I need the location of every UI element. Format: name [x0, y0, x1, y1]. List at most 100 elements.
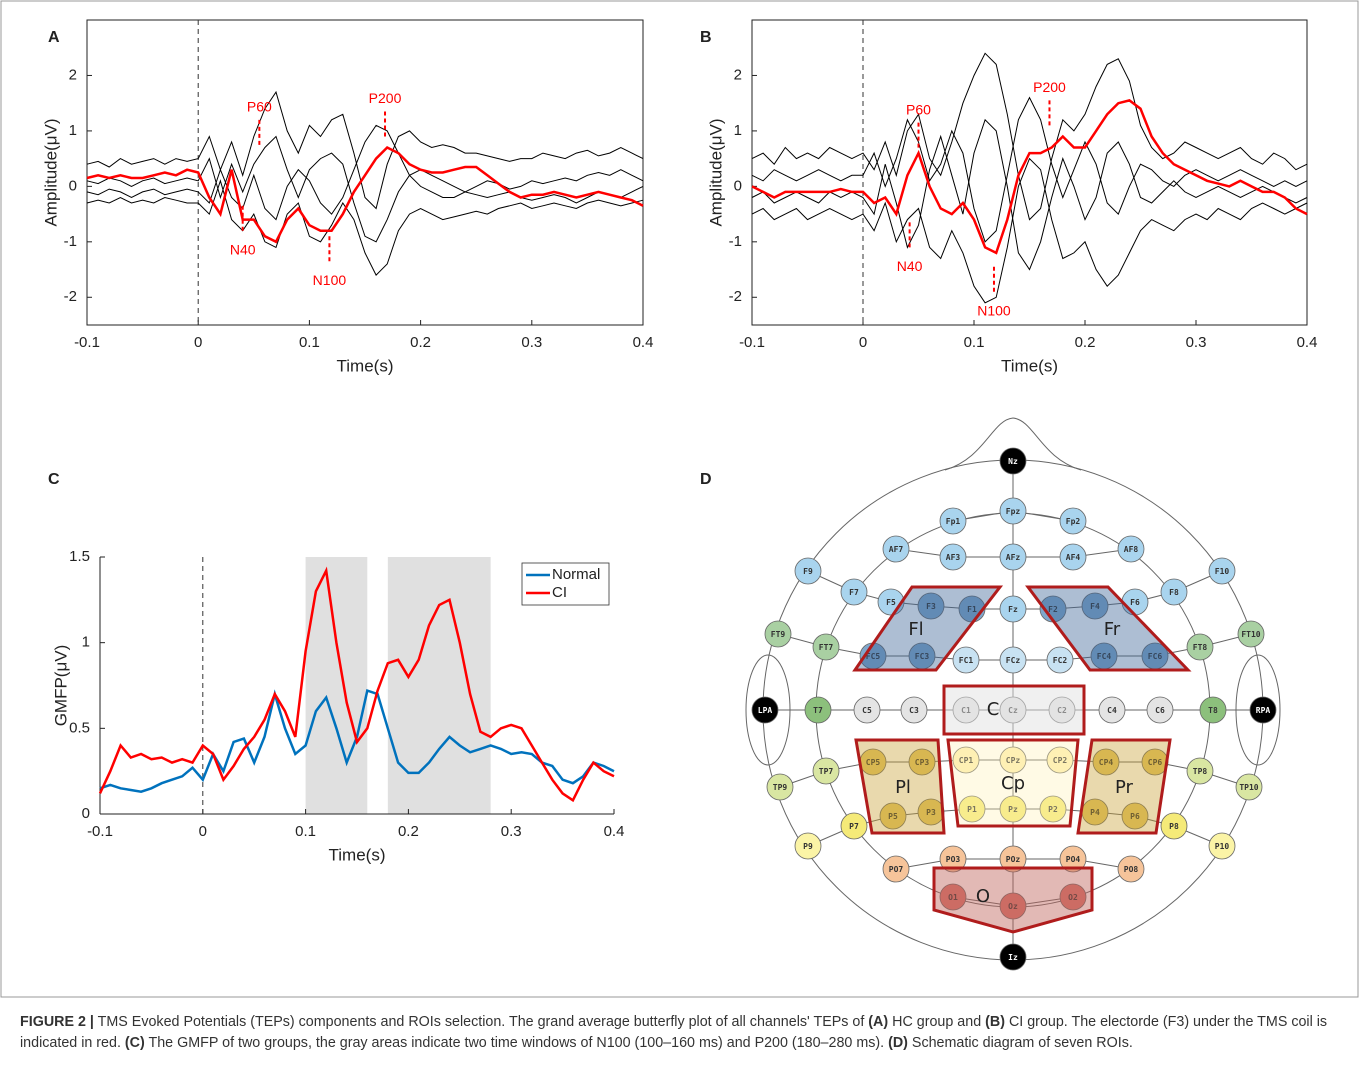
- electrode: [853, 696, 881, 724]
- roi-region: [946, 738, 1080, 828]
- electrode: [952, 746, 980, 774]
- electrode-label: FT7: [819, 643, 834, 652]
- electrode-label: FC3: [915, 652, 930, 661]
- electrode-label: P7: [849, 822, 859, 831]
- y-tick-label: 1: [734, 122, 742, 139]
- electrode: [1146, 696, 1174, 724]
- electrode-label: CP2: [1053, 756, 1068, 765]
- electrode-label: TP7: [819, 767, 834, 776]
- x-tick-label: 0.2: [1075, 334, 1096, 351]
- electrode: [958, 795, 986, 823]
- x-tick-label: 0.4: [633, 334, 654, 351]
- electrode-label: TP10: [1239, 783, 1258, 792]
- electrode: [1059, 845, 1087, 873]
- electrode-label: PO8: [1124, 865, 1139, 874]
- electrode-label: P5: [888, 812, 898, 821]
- electrode: [1046, 646, 1074, 674]
- y-tick-label: 2: [69, 66, 77, 83]
- electrode: [1046, 746, 1074, 774]
- channel-trace: [751, 52, 1308, 221]
- electrode: [999, 447, 1027, 475]
- electrode: [840, 578, 868, 606]
- x-tick-label: 0: [194, 334, 202, 351]
- caption-text: Schematic diagram of seven ROIs.: [907, 1035, 1133, 1051]
- figure: A-0.1 0 0.1 0.2 0.3 0.4-2-1012Time(s)Amplitud…: [0, 0, 1359, 998]
- electrode: [1160, 812, 1188, 840]
- electrode-label: C5: [862, 706, 872, 715]
- electrode-label: P9: [803, 842, 813, 851]
- electrode-label: F8: [1169, 588, 1179, 597]
- electrode: [999, 943, 1027, 971]
- electrode: [1208, 557, 1236, 585]
- electrode-label: TP8: [1193, 767, 1208, 776]
- channel-trace: [751, 96, 1308, 243]
- electrode-label: P4: [1090, 808, 1100, 817]
- electrode-label: F1: [967, 605, 977, 614]
- electrode-label: FC2: [1053, 656, 1068, 665]
- roi-label: Fl: [908, 619, 923, 640]
- electrode-label: C4: [1107, 706, 1117, 715]
- roi-region: [932, 866, 1094, 934]
- figure-frame: [0, 0, 1359, 998]
- y-tick-label: 1.5: [69, 548, 90, 565]
- x-axis-label: Time(s): [329, 845, 386, 864]
- electrode: [999, 646, 1027, 674]
- electrode-label: FCz: [1006, 656, 1021, 665]
- time-window: [387, 557, 491, 814]
- roi-label: Pl: [895, 777, 911, 798]
- electrode-label: FT9: [771, 630, 786, 639]
- x-tick-label: -0.1: [87, 823, 113, 840]
- electrode-label: Fpz: [1006, 507, 1021, 516]
- electrode-label: C3: [909, 706, 919, 715]
- electrode-label: C6: [1155, 706, 1165, 715]
- electrode-label: TP9: [773, 783, 788, 792]
- electrode-label: Oz: [1008, 902, 1018, 911]
- electrode: [1059, 543, 1087, 571]
- plot-frame: [86, 19, 644, 326]
- electrode: [882, 535, 910, 563]
- electrode: [900, 696, 928, 724]
- electrode-label: F10: [1215, 567, 1230, 576]
- channel-trace: [751, 157, 1308, 304]
- channel-trace: [86, 179, 644, 276]
- electrode: [804, 696, 832, 724]
- panel-letter: C: [48, 471, 60, 488]
- electrode-label: T8: [1208, 706, 1218, 715]
- panel-letter: B: [700, 29, 712, 46]
- time-window: [305, 557, 368, 814]
- roi-label: C: [987, 699, 1000, 720]
- electrode: [1249, 696, 1277, 724]
- annotation-label: N100: [313, 272, 347, 288]
- series-line: [99, 688, 615, 793]
- annotation-label: N40: [230, 241, 256, 257]
- electrode: [939, 845, 967, 873]
- roi-label: Fr: [1104, 619, 1121, 640]
- electrode-label: FC4: [1097, 652, 1112, 661]
- y-axis-label: Amplitude(μV): [41, 118, 60, 226]
- roi-region: [1076, 738, 1172, 835]
- electrode: [908, 748, 936, 776]
- electrode-label: POz: [1006, 855, 1021, 864]
- electrode-label: CP1: [959, 756, 974, 765]
- caption-text: (C): [124, 1035, 145, 1051]
- electrode-label: AF7: [889, 545, 904, 554]
- y-tick-label: -2: [729, 288, 742, 305]
- electrode: [1186, 757, 1214, 785]
- annotation-label: P60: [247, 99, 272, 115]
- electrode: [1098, 696, 1126, 724]
- electrode-label: AFz: [1006, 553, 1021, 562]
- electrode-label: FT8: [1193, 643, 1208, 652]
- electrode: [1186, 633, 1214, 661]
- electrode-label: CP5: [866, 758, 881, 767]
- electrode-label: Nz: [1008, 457, 1018, 466]
- electrode: [999, 795, 1027, 823]
- annotation-label: P60: [906, 101, 931, 117]
- x-tick-label: 0.1: [299, 334, 320, 351]
- caption-text: TMS Evoked Potentials (TEPs) components …: [93, 1014, 869, 1030]
- electrode: [751, 696, 779, 724]
- electrode-label: CP4: [1099, 758, 1114, 767]
- electrode: [939, 883, 967, 911]
- electrode: [1092, 748, 1120, 776]
- x-tick-label: 0: [199, 823, 207, 840]
